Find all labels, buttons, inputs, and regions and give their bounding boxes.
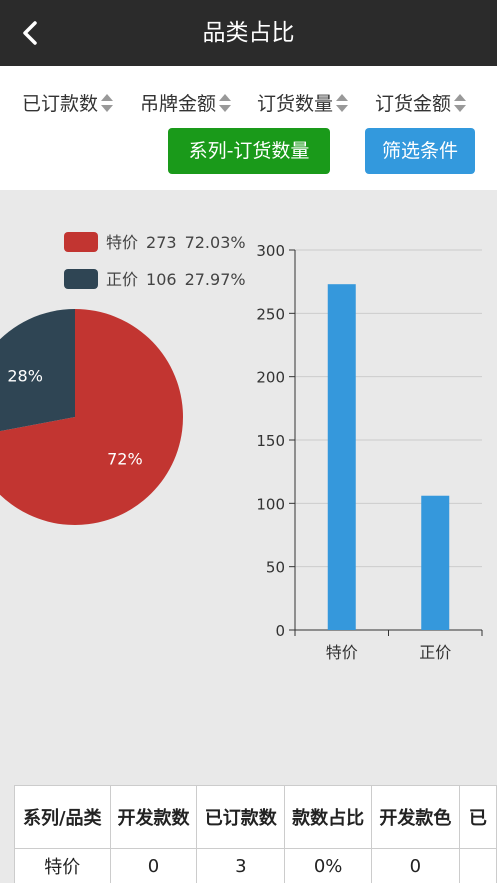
table-header-row: 系列/品类 开发款数 已订款数 款数占比 开发款色 已 [14,785,497,849]
table-cell [458,848,497,883]
pie-chart: 特价 273 72.03% 正价 106 27.97% 72% 28% [0,225,250,545]
pie-slice[interactable] [0,309,183,525]
table-header-cell: 已 [458,785,497,849]
x-tick-label: 正价 [419,643,451,662]
table-header-cell: 开发款数 [109,785,198,849]
sort-tag-amount[interactable]: 吊牌金额 [140,88,232,120]
sort-order-amount[interactable]: 订货金额 [375,88,467,120]
y-tick-label: 200 [256,369,285,387]
toolbar: 已订款数 吊牌金额 订货数量 订货金额 系列-订货数量 筛选条件 [0,66,497,190]
y-tick-label: 100 [256,495,285,513]
bar[interactable] [327,284,356,630]
table-header-cell: 开发款色 [371,785,460,849]
legend-swatch [64,268,98,289]
y-tick-label: 0 [275,622,285,640]
table-cell: 0 [109,848,198,883]
pie-slice[interactable] [0,309,75,437]
sort-label: 订货数量 [257,93,334,115]
data-table: 系列/品类 开发款数 已订款数 款数占比 开发款色 已 特价 0 3 0% 0 [14,785,497,883]
pie-slice-label: 28% [7,367,43,386]
legend-item-special[interactable]: 特价 273 72.03% [64,230,246,256]
table-header-cell: 已订款数 [196,785,286,849]
legend-percent: 72.03% [184,233,246,252]
sort-label: 吊牌金额 [140,93,217,115]
bar-chart: 0 50 100 150 200 250 300 特价 正价 [240,230,497,670]
table-cell: 3 [196,848,286,883]
table-cell: 0 [371,848,460,883]
table-cell: 特价 [14,848,111,883]
chevron-left-icon [23,21,37,45]
table-header-cell: 款数占比 [284,785,373,849]
x-tick-label: 特价 [326,643,358,662]
filter-button[interactable]: 筛选条件 [365,128,475,174]
sort-label: 已订款数 [22,93,99,115]
back-button[interactable] [14,16,48,50]
pie-slice-label: 72% [107,449,143,468]
y-tick-label: 250 [256,305,285,323]
table-row[interactable]: 特价 0 3 0% 0 [14,848,497,883]
y-tick-label: 50 [266,559,285,577]
data-table-container[interactable]: 系列/品类 开发款数 已订款数 款数占比 开发款色 已 特价 0 3 0% 0 [14,785,497,883]
table-cell: 0% [284,848,373,883]
sort-label: 订货金额 [375,93,452,115]
sort-ordered-styles[interactable]: 已订款数 [22,88,114,120]
bar[interactable] [421,495,450,630]
y-tick-label: 300 [256,242,285,260]
sort-arrows-icon [219,93,232,112]
header-bar: 品类占比 [0,0,497,66]
legend-name: 正价 [106,270,139,289]
sort-arrows-icon [101,93,114,112]
legend-swatch [64,231,98,252]
pie-chart-svg: 72% 28% [0,309,183,525]
sort-order-quantity[interactable]: 订货数量 [257,88,349,120]
y-tick-label: 150 [256,432,285,450]
bar-chart-svg: 0 50 100 150 200 250 300 特价 正价 [256,242,483,662]
legend-percent: 27.97% [184,270,246,289]
legend-item-regular[interactable]: 正价 106 27.97% [64,267,246,293]
table-header-cell: 系列/品类 [14,785,111,849]
sort-arrows-icon [454,93,467,112]
series-quantity-button[interactable]: 系列-订货数量 [168,128,330,174]
page-title: 品类占比 [202,20,295,46]
legend-value: 273 [146,233,177,252]
sort-arrows-icon [336,93,349,112]
legend-name: 特价 [106,233,139,252]
legend-value: 106 [146,270,177,289]
